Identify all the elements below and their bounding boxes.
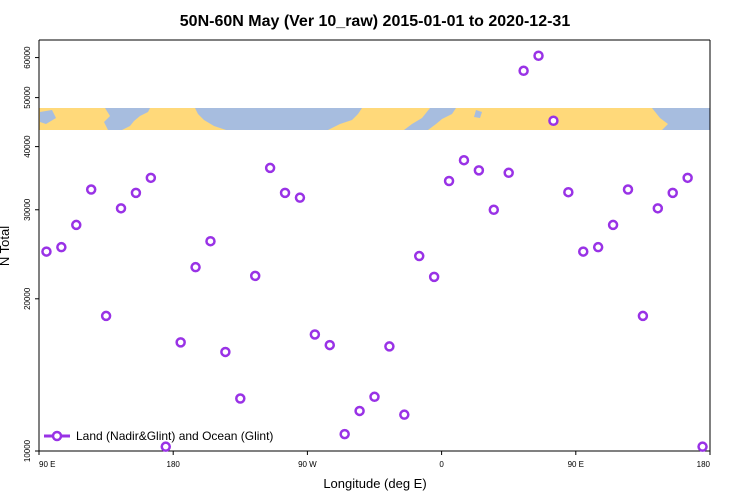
data-point: [428, 271, 440, 283]
y-tick-label: 40000: [23, 135, 32, 158]
x-tick-label: 90 E: [39, 460, 55, 469]
data-point: [279, 187, 291, 199]
data-point: [592, 241, 604, 253]
data-point: [294, 192, 306, 203]
y-tick-label: 50000: [23, 86, 32, 109]
data-point: [503, 167, 514, 179]
data-point: [518, 65, 529, 77]
data-point: [205, 235, 216, 247]
y-tick-label: 10000: [23, 439, 32, 462]
data-points: [41, 50, 708, 452]
y-axis: 10000 20000 30000 40000 50000 60000: [23, 46, 39, 462]
y-axis-title: N Total: [0, 226, 12, 266]
data-point: [622, 184, 634, 195]
data-point: [160, 441, 171, 452]
map-sea-baltic: [474, 110, 482, 118]
data-point: [563, 186, 574, 198]
data-point: [399, 409, 410, 420]
map-ocean-atlantic: [104, 108, 150, 130]
data-point: [175, 337, 186, 348]
world-map-strip: [39, 108, 710, 130]
data-point: [324, 339, 336, 351]
data-point: [458, 154, 470, 166]
data-point: [249, 270, 261, 282]
data-point: [384, 341, 395, 352]
data-point: [652, 203, 664, 214]
x-tick-label: 0: [439, 460, 444, 469]
data-point: [607, 219, 619, 231]
data-point: [85, 184, 97, 195]
map-sea-okhotsk: [40, 110, 56, 124]
data-point: [71, 219, 82, 231]
data-point: [309, 329, 321, 340]
data-point: [130, 187, 142, 199]
data-point: [637, 310, 649, 322]
data-point: [548, 115, 559, 126]
map-ocean-atlantic-2: [404, 108, 456, 130]
y-tick-label: 60000: [23, 46, 32, 69]
data-point: [533, 50, 544, 62]
data-point: [115, 203, 127, 214]
data-point: [145, 172, 157, 184]
data-point: [235, 393, 246, 404]
data-point: [100, 310, 112, 322]
chart-title: 50N-60N May (Ver 10_raw) 2015-01-01 to 2…: [180, 13, 571, 30]
x-tick-label: 180: [697, 460, 711, 469]
data-point: [413, 250, 425, 262]
y-tick-label: 20000: [23, 287, 32, 310]
data-point: [56, 241, 67, 253]
data-point: [190, 261, 201, 273]
data-point: [443, 175, 455, 187]
data-point: [220, 346, 231, 358]
data-point: [682, 172, 693, 184]
data-point: [473, 165, 485, 176]
x-tick-label: 90 E: [568, 460, 584, 469]
x-axis: 90 E 180 90 W 0 90 E 180: [38, 451, 711, 469]
data-point: [578, 246, 589, 257]
x-tick-label: 90 W: [298, 460, 317, 469]
data-point: [667, 187, 678, 199]
data-point: [354, 405, 365, 417]
x-tick-label: 180: [167, 460, 181, 469]
y-tick-label: 30000: [23, 198, 32, 221]
data-point: [41, 246, 52, 257]
legend-marker-swatch: [51, 430, 63, 442]
data-point: [369, 391, 380, 403]
map-ocean-east: [652, 108, 710, 130]
data-point: [264, 162, 276, 174]
map-ocean-pacific: [195, 108, 362, 130]
plot-frame: [38, 39, 711, 452]
data-point: [488, 204, 500, 216]
legend: Land (Nadir&Glint) and Ocean (Glint): [44, 429, 273, 443]
x-axis-title: Longitude (deg E): [323, 476, 426, 491]
legend-label: Land (Nadir&Glint) and Ocean (Glint): [76, 429, 273, 443]
data-point: [339, 428, 350, 440]
data-point: [697, 441, 708, 452]
